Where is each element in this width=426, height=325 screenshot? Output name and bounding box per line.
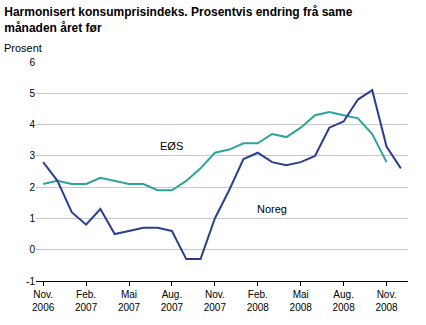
svg-text:Harmonisert konsumprisindeks.: Harmonisert konsumprisindeks. Prosentvis… — [4, 5, 352, 35]
svg-text:-1: -1 — [26, 276, 35, 287]
svg-text:Mai2007: Mai2007 — [118, 289, 141, 313]
svg-text:2: 2 — [29, 182, 35, 193]
svg-text:EØS: EØS — [160, 140, 183, 152]
svg-text:Noreg: Noreg — [257, 203, 287, 215]
svg-text:0: 0 — [29, 244, 35, 255]
svg-text:1: 1 — [29, 213, 35, 224]
svg-text:Feb.2008: Feb.2008 — [247, 289, 270, 313]
svg-text:6: 6 — [29, 57, 35, 68]
svg-text:Aug.2008: Aug.2008 — [332, 289, 355, 313]
svg-text:Feb.2007: Feb.2007 — [75, 289, 98, 313]
svg-text:Aug.2007: Aug.2007 — [161, 289, 184, 313]
svg-text:Nov.2006: Nov.2006 — [32, 289, 55, 313]
svg-text:Mai2008: Mai2008 — [290, 289, 313, 313]
svg-text:3: 3 — [29, 150, 35, 161]
svg-text:5: 5 — [29, 88, 35, 99]
svg-text:Nov.2007: Nov.2007 — [204, 289, 227, 313]
svg-text:Nov.2008: Nov.2008 — [375, 289, 398, 313]
svg-text:Prosent: Prosent — [4, 42, 42, 54]
svg-text:4: 4 — [29, 119, 35, 130]
